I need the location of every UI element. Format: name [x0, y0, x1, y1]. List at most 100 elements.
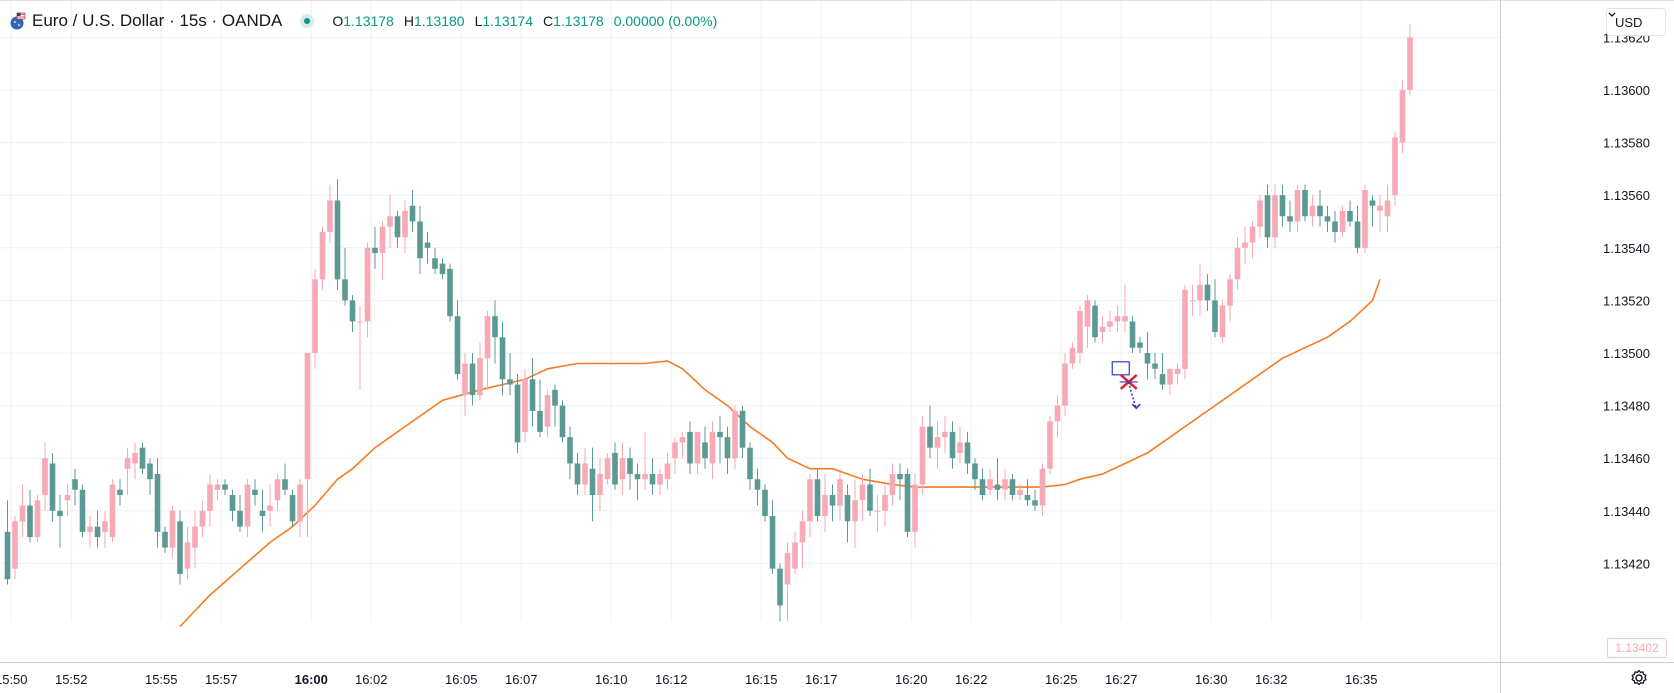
candle-body: [177, 521, 183, 574]
candle: [469, 353, 476, 406]
candle-body: [1362, 189, 1368, 248]
candle-body: [1302, 189, 1308, 217]
candle-body: [927, 426, 933, 448]
candle: [327, 184, 333, 243]
candle-body: [1309, 205, 1316, 217]
price-tick-label: 1.13480: [1603, 399, 1650, 414]
candle-body: [859, 484, 866, 501]
candle-body: [1407, 37, 1413, 90]
candle-body: [912, 484, 918, 532]
candle-body: [117, 489, 123, 496]
candle-body: [567, 437, 573, 464]
time-tick-label: 16:25: [1045, 672, 1078, 687]
candle-body: [1279, 195, 1286, 217]
candle: [379, 221, 386, 280]
candle-body: [27, 505, 33, 538]
candle: [867, 468, 873, 517]
high-value: H1.13180: [403, 13, 465, 29]
time-tick-label: 16:35: [1345, 672, 1378, 687]
candle: [589, 447, 596, 522]
candle: [1009, 473, 1016, 501]
candle: [1332, 210, 1338, 243]
candle: [417, 205, 423, 275]
candle: [1084, 295, 1091, 348]
candle: [214, 479, 221, 501]
candle: [724, 426, 731, 474]
candle: [1017, 484, 1023, 501]
candle-body: [1264, 195, 1271, 238]
candle-body: [559, 405, 566, 438]
candle: [4, 500, 11, 585]
low-value: L1.13174: [474, 13, 533, 29]
candle-body: [612, 452, 618, 485]
candle: [282, 463, 288, 496]
candle: [769, 500, 776, 574]
candle-body: [379, 226, 386, 254]
candle-body: [387, 216, 393, 227]
candle-body: [949, 431, 956, 459]
price-tick-label: 1.13440: [1603, 504, 1650, 519]
time-tick-label: 16:32: [1255, 672, 1288, 687]
candle: [1054, 395, 1061, 438]
candle-body: [297, 484, 303, 522]
price-tick-label: 1.13500: [1603, 346, 1650, 361]
candle-body: [1212, 300, 1218, 332]
candle-body: [829, 495, 836, 506]
candle-body: [1182, 289, 1188, 369]
candle: [484, 310, 491, 390]
candle: [1302, 184, 1308, 222]
gear-icon[interactable]: [1629, 668, 1649, 688]
candle: [672, 437, 678, 474]
candle: [942, 416, 948, 453]
candle-body: [1174, 368, 1181, 375]
time-tick-label: 15:52: [55, 672, 88, 687]
candle-body: [777, 568, 783, 606]
candle-body: [582, 463, 588, 485]
candle-body: [364, 247, 371, 322]
candle-body: [814, 479, 821, 517]
candle-body: [822, 495, 828, 517]
candle: [979, 468, 986, 501]
candle: [837, 468, 843, 522]
candle: [1392, 132, 1398, 206]
candle: [184, 526, 191, 580]
candle-body: [627, 458, 633, 474]
candle-body: [1197, 284, 1203, 301]
candle: [192, 510, 198, 569]
candle-body: [649, 473, 656, 485]
candle-body: [267, 505, 273, 511]
candle: [237, 495, 243, 532]
candle: [357, 305, 363, 390]
time-tick-label: 16:05: [445, 672, 478, 687]
time-tick-label: 16:30: [1195, 672, 1228, 687]
candle: [852, 479, 858, 548]
candle-body: [394, 216, 401, 238]
candle-body: [552, 389, 558, 406]
candle: [1234, 237, 1241, 290]
candle-body: [372, 247, 378, 254]
selection-box: [1111, 361, 1130, 376]
symbol-title[interactable]: Euro / U.S. Dollar · 15s · OANDA: [32, 11, 283, 30]
candle: [717, 416, 723, 464]
candle: [1212, 279, 1218, 338]
currency-dropdown[interactable]: USD: [1606, 8, 1666, 36]
candle-body: [1332, 221, 1338, 233]
candle: [777, 563, 783, 622]
candle-body: [57, 510, 63, 517]
dotted-arrow: [1127, 381, 1138, 409]
candle: [762, 484, 768, 522]
candle-body: [252, 489, 258, 496]
candle-body: [1047, 421, 1053, 469]
candle: [154, 458, 161, 548]
candle-body: [1384, 200, 1391, 217]
candle: [207, 473, 213, 527]
candle: [1062, 353, 1068, 417]
candle-body: [574, 463, 581, 485]
candle: [319, 226, 326, 290]
time-tick-label: 16:12: [655, 672, 688, 687]
candle-body: [94, 526, 101, 538]
candle-body: [1152, 363, 1158, 369]
candle: [259, 489, 266, 532]
candle: [1384, 184, 1391, 233]
